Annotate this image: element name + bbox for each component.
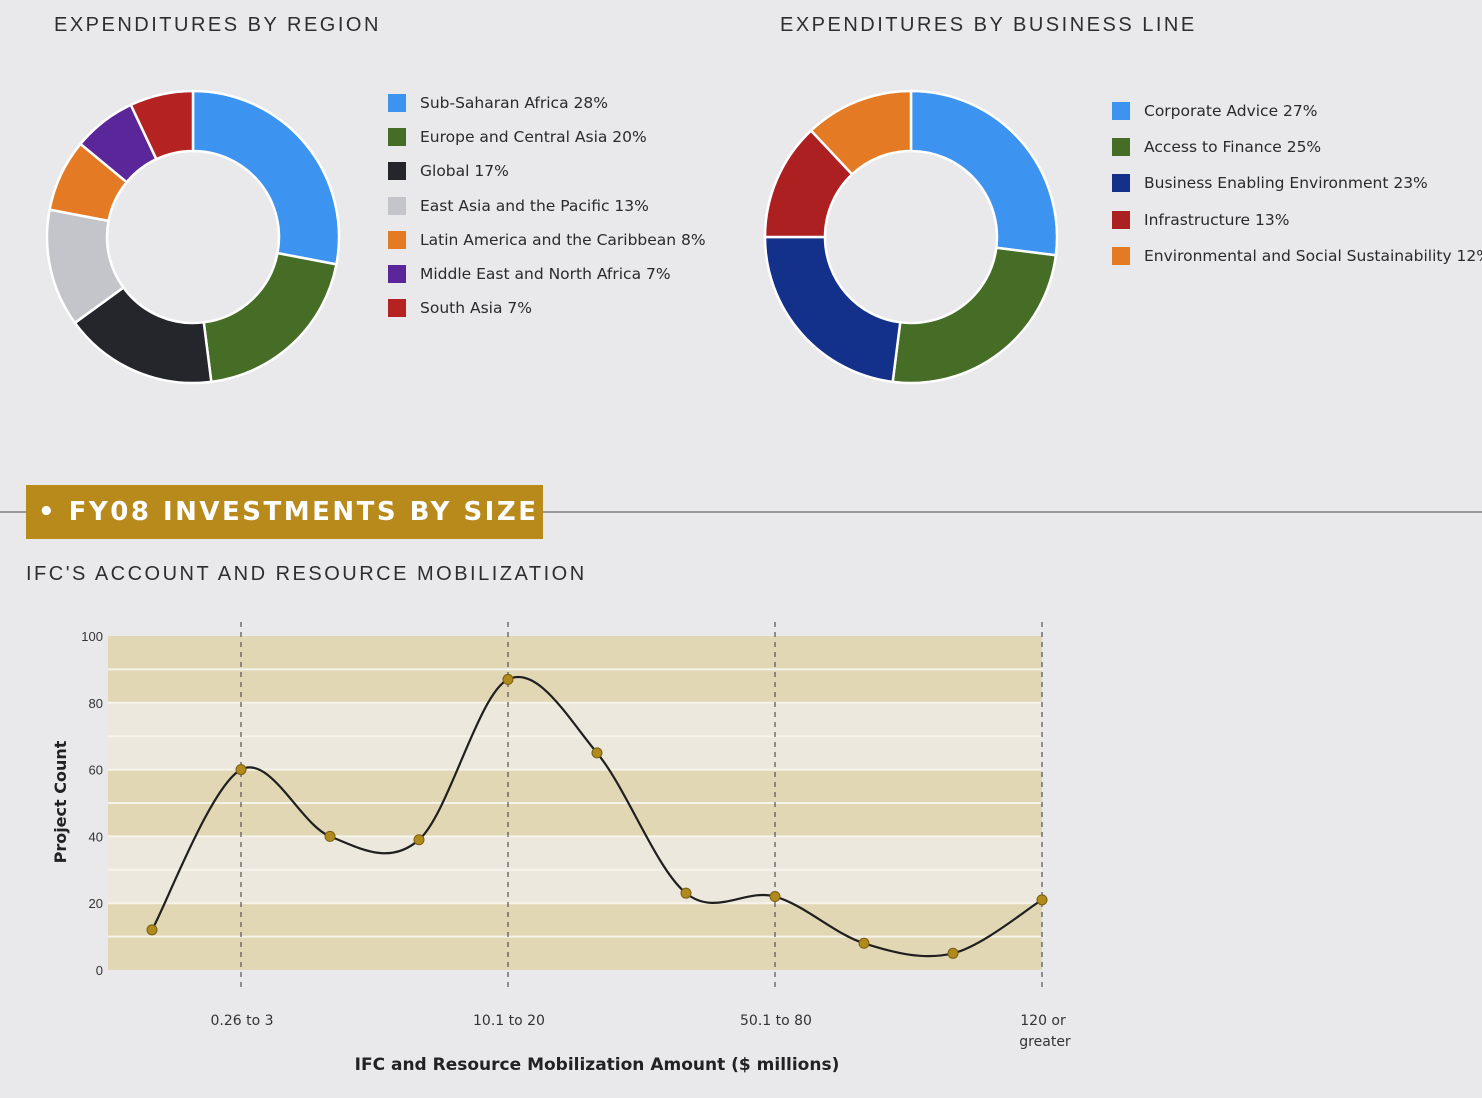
donut-slice bbox=[891, 246, 1058, 385]
legend-label: South Asia 7% bbox=[420, 299, 532, 318]
x-axis-title: IFC and Resource Mobilization Amount ($ … bbox=[355, 1055, 840, 1075]
grid-band bbox=[108, 736, 1042, 770]
grid-band bbox=[108, 869, 1042, 904]
legend-label: Corporate Advice 27% bbox=[1144, 102, 1318, 120]
legend-label: Latin America and the Caribbean 8% bbox=[420, 230, 706, 249]
grid-band bbox=[108, 936, 1042, 970]
region-chart-heading: EXPENDITURES BY REGION bbox=[54, 14, 381, 36]
legend-label: Environmental and Social Sustainability … bbox=[1144, 246, 1482, 265]
grid-band bbox=[108, 836, 1042, 870]
grid-band bbox=[108, 769, 1042, 803]
legend-swatch bbox=[1112, 102, 1130, 120]
legend-swatch bbox=[388, 230, 406, 249]
legend-swatch bbox=[388, 128, 406, 147]
y-tick-label: 80 bbox=[89, 696, 103, 711]
business-chart-heading: EXPENDITURES BY BUSINESS LINE bbox=[780, 14, 1197, 36]
legend-label: East Asia and the Pacific 13% bbox=[420, 196, 649, 215]
x-tick-label: 0.26 to 3 bbox=[210, 1013, 273, 1029]
y-tick-label: 100 bbox=[81, 629, 103, 644]
series-line bbox=[151, 676, 1043, 958]
data-point bbox=[1036, 894, 1048, 906]
donut-slice bbox=[909, 89, 1059, 257]
grid-band bbox=[108, 636, 1042, 670]
mobilization-line-chart: 0 20 40 60 80 100 0.26 to 3 10.1 to 20 50.1 to 8… bbox=[51, 622, 1071, 1075]
legend-label: Business Enabling Environment 23% bbox=[1144, 174, 1428, 193]
legend-swatch bbox=[1112, 210, 1130, 229]
grid-band bbox=[108, 803, 1042, 837]
legend-swatch bbox=[388, 162, 406, 181]
y-tick-label: 20 bbox=[89, 896, 103, 911]
section-banner-title: • FY08 INVESTMENTS BY SIZE bbox=[38, 497, 539, 527]
legend-swatch bbox=[1112, 246, 1130, 265]
x-tick-label: 120 or greater bbox=[1019, 1013, 1071, 1050]
line-chart-heading: IFC'S ACCOUNT AND RESOURCE MOBILIZATION bbox=[26, 563, 587, 585]
grid-band bbox=[108, 702, 1042, 737]
grid-band bbox=[108, 903, 1042, 937]
donut-slice bbox=[202, 251, 338, 384]
donut-slice bbox=[809, 89, 913, 177]
data-point bbox=[947, 947, 959, 959]
legend-label: Infrastructure 13% bbox=[1144, 210, 1290, 229]
donut-slice bbox=[763, 235, 902, 384]
legend-label: Access to Finance 25% bbox=[1144, 138, 1322, 157]
data-point bbox=[324, 830, 336, 842]
section-banner: • FY08 INVESTMENTS BY SIZE bbox=[26, 485, 543, 539]
legend-swatch bbox=[388, 299, 406, 318]
legend-label: Europe and Central Asia 20% bbox=[420, 128, 647, 147]
grid-band bbox=[108, 669, 1042, 703]
data-point bbox=[769, 891, 781, 903]
legend-swatch bbox=[388, 264, 406, 283]
business-donut-chart bbox=[763, 89, 1059, 385]
legend-label: Middle East and North Africa 7% bbox=[420, 264, 671, 283]
y-tick-label: 40 bbox=[89, 829, 103, 844]
y-tick-label: 0 bbox=[96, 963, 103, 978]
legend-swatch bbox=[388, 196, 406, 215]
legend-label: Sub-Saharan Africa 28% bbox=[420, 94, 608, 112]
data-point bbox=[146, 924, 158, 936]
x-tick-label: 50.1 to 80 bbox=[740, 1013, 812, 1029]
data-point bbox=[858, 937, 870, 949]
data-point bbox=[413, 834, 425, 846]
x-tick-label: 10.1 to 20 bbox=[473, 1013, 545, 1029]
y-axis-title: Project Count bbox=[51, 740, 70, 863]
data-point bbox=[235, 764, 247, 776]
legend-swatch bbox=[1112, 174, 1130, 193]
data-point bbox=[502, 673, 514, 685]
data-point bbox=[680, 887, 692, 899]
region-donut-chart bbox=[45, 89, 341, 385]
donut-slice bbox=[129, 89, 195, 161]
legend-swatch bbox=[388, 94, 406, 112]
section-divider bbox=[0, 511, 1482, 513]
y-tick-label: 60 bbox=[89, 763, 103, 778]
legend-label: Global 17% bbox=[420, 162, 509, 181]
donut-slice bbox=[191, 89, 341, 266]
legend-swatch bbox=[1112, 138, 1130, 157]
data-point bbox=[591, 747, 603, 759]
